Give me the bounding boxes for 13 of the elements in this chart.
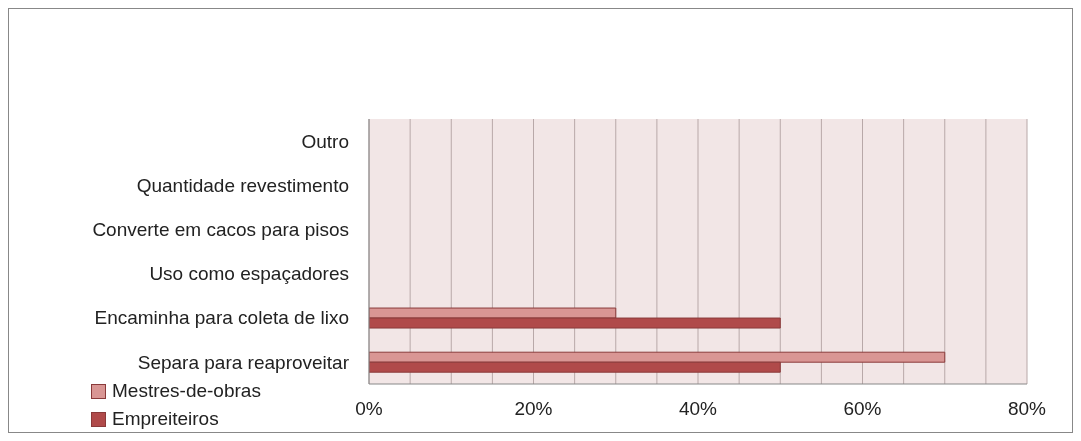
y-tick-label: Uso como espaçadores (149, 263, 349, 285)
y-tick-label: Separa para reaproveitar (137, 351, 350, 373)
y-tick-label: Converte em cacos para pisos (92, 219, 349, 241)
y-tick-label: Quantidade revestimento (136, 174, 349, 196)
y-tick-label: Outro (301, 130, 349, 152)
legend-label: Empreiteiros (112, 408, 219, 430)
x-tick-label: 0% (355, 398, 383, 420)
y-tick-label: Encaminha para coleta de lixo (94, 307, 349, 329)
x-tick-label: 40% (678, 398, 718, 420)
x-tick-label: 20% (514, 398, 553, 420)
x-tick-label: 60% (843, 398, 882, 420)
x-tick-label: 80% (1007, 398, 1047, 420)
legend-label: Mestres-de-obras (112, 380, 261, 402)
